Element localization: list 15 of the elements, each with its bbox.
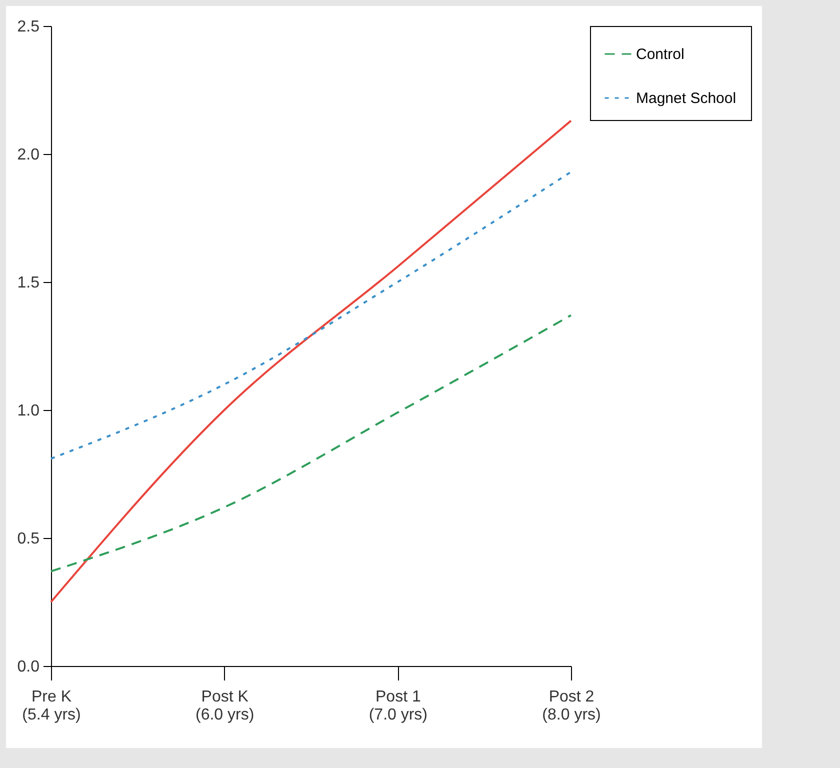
y-tick-label: 2.5	[17, 18, 40, 36]
x-tick-label: Post 2 (8.0 yrs)	[542, 688, 601, 724]
legend-label: Magnet School	[636, 90, 736, 107]
line-series	[50, 120, 572, 603]
line-series	[50, 314, 572, 572]
y-tick-label: 0.0	[17, 658, 40, 676]
x-tick-label: Pre K (5.4 yrs)	[22, 688, 81, 724]
y-tick-label: 1.0	[17, 402, 40, 420]
y-tick-label: 1.5	[17, 274, 40, 292]
y-tick-label: 2.0	[17, 146, 40, 164]
x-tick-label: Post K (6.0 yrs)	[195, 688, 254, 724]
y-tick-label: 0.5	[17, 530, 40, 548]
legend-label: Control	[636, 46, 684, 63]
x-tick-label: Post 1 (7.0 yrs)	[368, 688, 428, 724]
line-series	[50, 170, 572, 460]
